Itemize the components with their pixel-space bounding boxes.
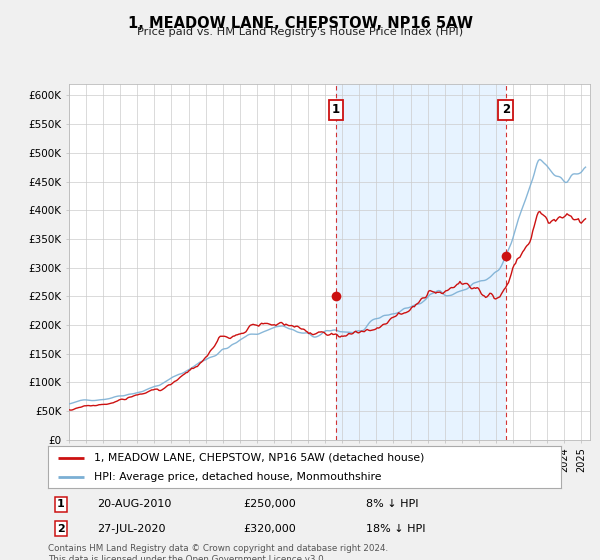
- Text: 1, MEADOW LANE, CHEPSTOW, NP16 5AW: 1, MEADOW LANE, CHEPSTOW, NP16 5AW: [128, 16, 473, 31]
- Bar: [336, 84, 506, 440]
- Text: Contains HM Land Registry data © Crown copyright and database right 2024.
This d: Contains HM Land Registry data © Crown c…: [48, 544, 388, 560]
- Text: Price paid vs. HM Land Registry's House Price Index (HPI): Price paid vs. HM Land Registry's House …: [137, 27, 463, 37]
- Text: £320,000: £320,000: [243, 524, 296, 534]
- Text: 2: 2: [57, 524, 65, 534]
- Text: 1: 1: [57, 500, 65, 509]
- Text: 8% ↓ HPI: 8% ↓ HPI: [366, 500, 419, 509]
- Text: 2: 2: [502, 103, 510, 116]
- Text: 18% ↓ HPI: 18% ↓ HPI: [366, 524, 425, 534]
- Text: £250,000: £250,000: [243, 500, 296, 509]
- Text: 20-AUG-2010: 20-AUG-2010: [97, 500, 171, 509]
- Text: HPI: Average price, detached house, Monmouthshire: HPI: Average price, detached house, Monm…: [94, 472, 382, 482]
- Text: 1, MEADOW LANE, CHEPSTOW, NP16 5AW (detached house): 1, MEADOW LANE, CHEPSTOW, NP16 5AW (deta…: [94, 452, 425, 463]
- Text: 1: 1: [332, 103, 340, 116]
- Text: 27-JUL-2020: 27-JUL-2020: [97, 524, 165, 534]
